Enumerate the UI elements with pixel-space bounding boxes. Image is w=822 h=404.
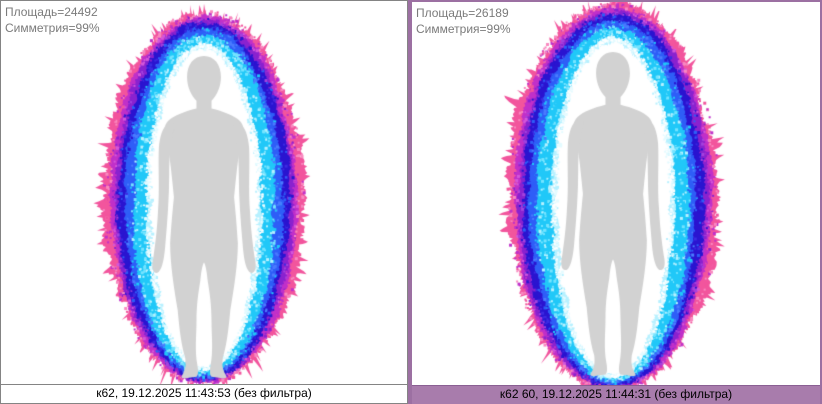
symmetry-metric: Симметрия=99%	[5, 21, 100, 35]
caption-text: к62, 19.12.2025 11:43:53 (без фильтра)	[96, 386, 312, 400]
aura-visualization-canvas	[1, 1, 407, 384]
area-metric: Площадь=24492	[5, 5, 98, 19]
metrics-block: Площадь=24492 Симметрия=99%	[5, 4, 100, 36]
metrics-block: Площадь=26189 Симметрия=99%	[416, 5, 511, 37]
aura-panel-right-selected[interactable]: Площадь=26189 Симметрия=99% к62 60, 19.1…	[408, 0, 822, 404]
caption-bar: к62 60, 19.12.2025 11:44:31 (без фильтра…	[412, 385, 820, 404]
area-metric: Площадь=26189	[416, 6, 509, 20]
aura-panel-left[interactable]: Площадь=24492 Симметрия=99% к62, 19.12.2…	[0, 0, 408, 404]
caption-bar: к62, 19.12.2025 11:43:53 (без фильтра)	[1, 384, 407, 403]
symmetry-metric: Симметрия=99%	[416, 22, 511, 36]
caption-text: к62 60, 19.12.2025 11:44:31 (без фильтра…	[499, 387, 733, 401]
aura-visualization-canvas	[412, 2, 820, 385]
